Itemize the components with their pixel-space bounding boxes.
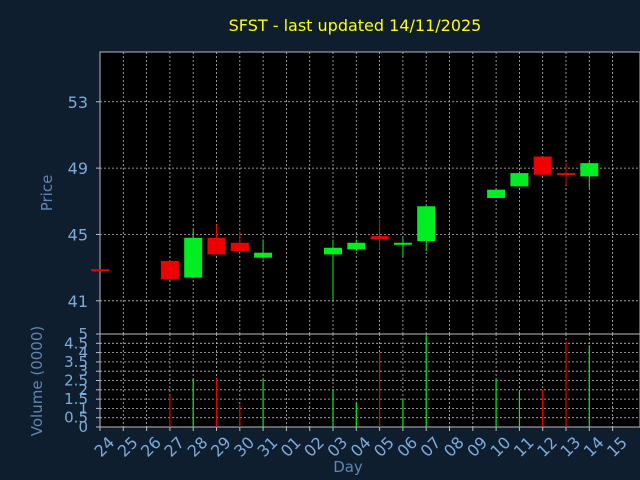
candle-body	[487, 189, 506, 198]
candle-body	[557, 173, 575, 176]
candle-body	[347, 242, 366, 250]
volume-tick-label: 1.5	[64, 390, 88, 408]
price-tick-label: 53	[68, 93, 88, 112]
price-candle	[91, 269, 109, 272]
price-candle	[347, 239, 366, 252]
price-candle	[533, 156, 552, 175]
chart-title: SFST - last updated 14/11/2025	[229, 16, 482, 35]
volume-y-ticks: 00.511.522.533.544.55	[64, 325, 100, 436]
price-candle	[557, 163, 575, 185]
candle-body	[533, 156, 552, 175]
price-tick-label: 49	[68, 159, 88, 178]
price-candle	[207, 224, 226, 255]
candle-body	[370, 236, 389, 240]
x-axis-label: Day	[333, 458, 363, 476]
price-candle	[510, 171, 529, 187]
volume-tick-label: 4	[78, 344, 88, 362]
price-candle	[324, 239, 342, 301]
candle-body	[417, 206, 436, 242]
volume-tick-label: 3.5	[64, 353, 88, 371]
volume-tick-label: 2.5	[64, 372, 88, 390]
price-candle	[370, 219, 389, 250]
volume-tick-label: 3	[78, 362, 88, 380]
price-candle	[160, 261, 179, 280]
price-candle	[254, 239, 273, 260]
candle-body	[254, 252, 273, 258]
x-axis-ticks: 2425262728293031010203040506070809101112…	[90, 427, 631, 461]
price-y-ticks: 41 45 49 53	[68, 93, 100, 311]
candle-body	[324, 247, 342, 255]
price-candle	[230, 231, 249, 252]
candle-body	[160, 261, 179, 280]
price-tick-label: 41	[68, 292, 88, 311]
price-candle	[184, 229, 203, 278]
candle-body	[230, 242, 249, 252]
volume-tick-label: 4.5	[64, 334, 88, 352]
price-plot-area	[99, 51, 640, 335]
candle-body	[393, 242, 412, 245]
candle-body	[184, 237, 203, 278]
price-candle	[393, 237, 412, 257]
candle-body	[580, 163, 599, 177]
candle-body	[91, 269, 109, 272]
price-axis-label: Price	[38, 175, 56, 212]
volume-tick-label: 5	[78, 325, 88, 343]
candle-body	[510, 173, 529, 187]
volume-panel: 00.511.522.533.544.55 Volume (0000)	[28, 325, 640, 436]
price-tick-label: 45	[68, 225, 88, 244]
volume-bars	[169, 335, 590, 427]
volume-tick-label: 0	[78, 418, 88, 436]
price-candle	[580, 161, 599, 189]
x-tick-label: 15	[603, 433, 631, 461]
volume-tick-label: 2	[78, 381, 88, 399]
price-candles	[91, 156, 599, 301]
candle-body	[207, 237, 226, 255]
volume-tick-label: 0.5	[64, 409, 88, 427]
volume-tick-label: 1	[78, 399, 88, 417]
price-candle	[487, 189, 506, 198]
price-candle	[417, 206, 436, 252]
volume-axis-label: Volume (0000)	[28, 326, 46, 436]
price-panel: 41 45 49 53 Price	[38, 51, 640, 335]
